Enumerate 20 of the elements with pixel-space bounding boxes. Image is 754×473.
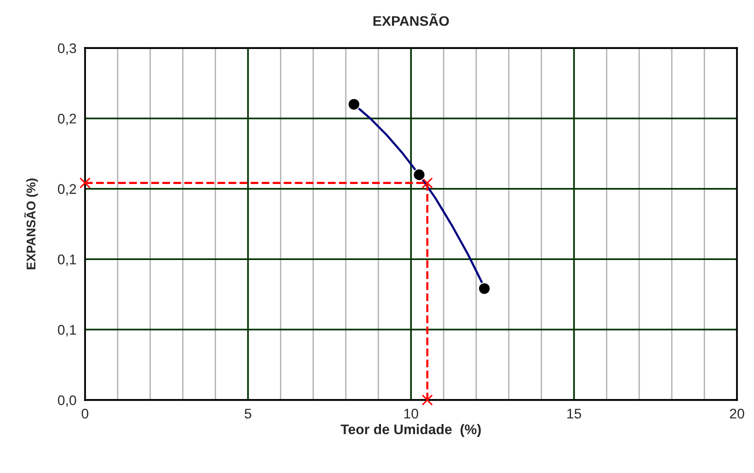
point (422, 177, 433, 188)
y-axis-title: EXPANSÃO (%) (24, 178, 38, 270)
point (79, 177, 91, 188)
y-tick-label: 0,3 (58, 43, 76, 55)
y-tick-label: 0,2 (58, 114, 76, 126)
point (478, 282, 491, 295)
point (412, 168, 426, 181)
chart-title: EXPANSÃO (373, 13, 449, 26)
x-axis-title: Teor de Umidade (%) (340, 424, 481, 438)
x-tick-label: 20 (730, 408, 744, 419)
point (422, 394, 433, 406)
y-tick-label: 0,2 (58, 184, 76, 196)
y-tick-label: 0,0 (58, 395, 76, 407)
y-tick-label: 0,1 (58, 324, 76, 336)
x-tick-label: 5 (244, 408, 252, 419)
y-tick-label: 0,1 (58, 254, 76, 266)
x-tick-label: 0 (82, 408, 88, 419)
x-tick-label: 10 (404, 408, 418, 419)
x-tick-label: 15 (567, 408, 582, 419)
point (348, 98, 360, 111)
